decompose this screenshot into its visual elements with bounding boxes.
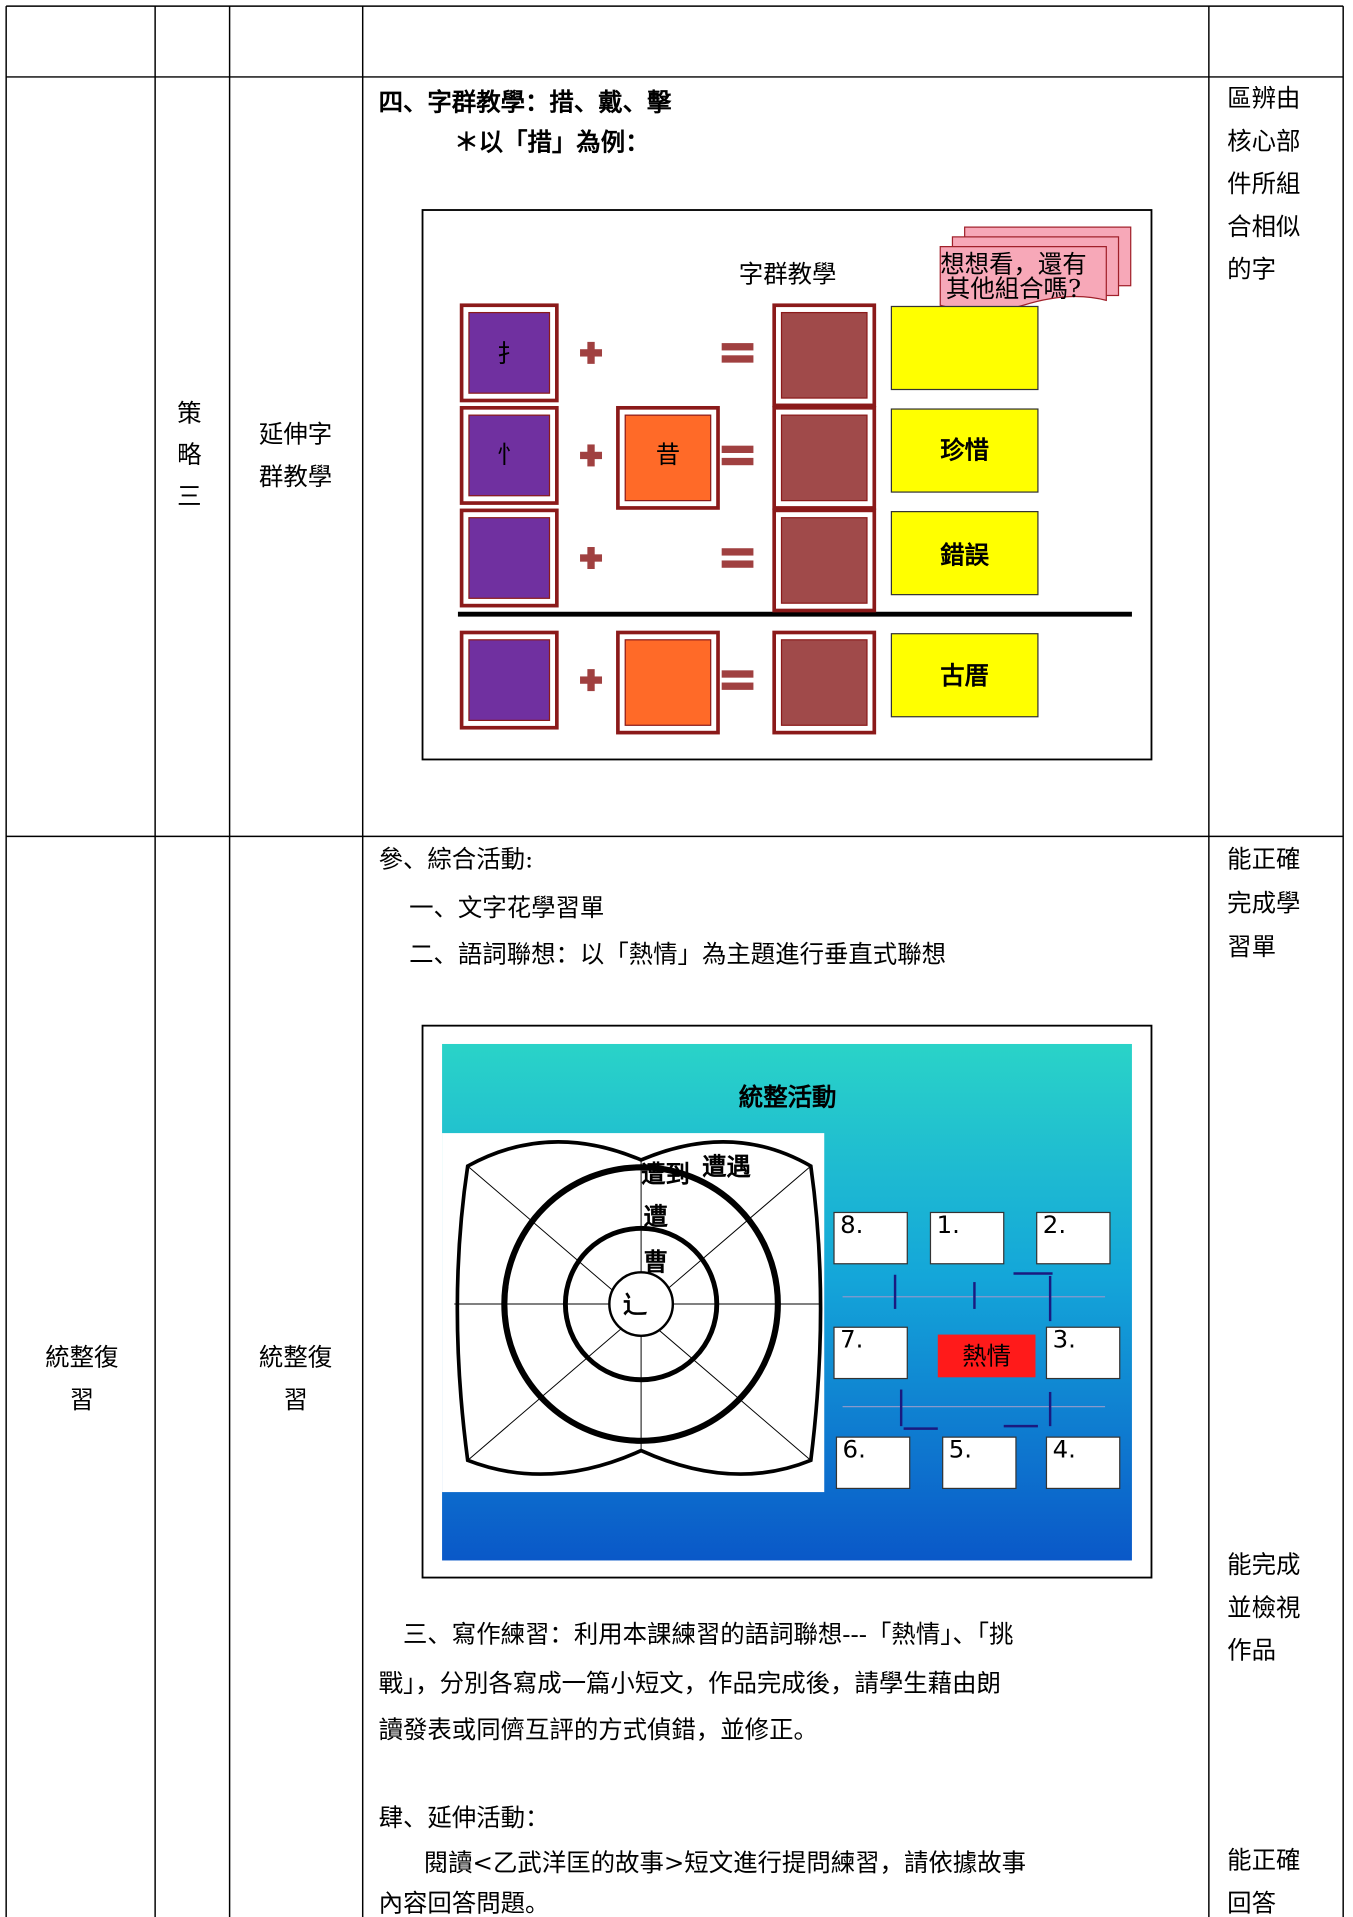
evaluation-text: 回答 [1227, 1888, 1276, 1917]
slide-note: 其他組合嗎? [946, 274, 1081, 303]
evaluation-text: 核心部 [1227, 126, 1300, 155]
equals [721, 343, 754, 351]
equals [721, 682, 754, 690]
component-box [624, 414, 712, 502]
flower-word: 遭到 [641, 1159, 690, 1188]
stage-label: 習 [70, 1385, 94, 1414]
box-number: 7. [840, 1325, 863, 1354]
word-box [890, 408, 1039, 493]
radical: 扌 [497, 339, 521, 368]
evaluation-text: 區辨由 [1227, 84, 1300, 113]
activity-label: 習 [283, 1385, 307, 1414]
association-box [833, 1326, 908, 1380]
word-box [890, 633, 1039, 718]
list-item: 二、語詞聯想：以「熱情」為主題進行垂直式聯想 [409, 940, 946, 969]
paragraph-line: 三、寫作練習：利用本課練習的語詞聯想---「熱情」、「挑 [403, 1620, 1013, 1649]
equals [721, 445, 754, 453]
section-subheading: ＊以「措」為例： [454, 128, 649, 157]
evaluation-text: 能正確 [1227, 1846, 1300, 1875]
section-heading: 四、字群教學：措、戴、擊 [379, 87, 672, 116]
strategy-label: 策 [177, 399, 201, 428]
strategy-label: 三 [177, 482, 201, 511]
word: 珍惜 [940, 435, 989, 464]
association-box [835, 1436, 911, 1490]
component-box [624, 639, 712, 726]
slide-2 [421, 1024, 1153, 1579]
evaluation-text: 並檢視 [1227, 1593, 1300, 1622]
slide-title: 字群教學 [739, 259, 837, 288]
evaluation-text: 習單 [1227, 932, 1276, 961]
box-number: 6. [843, 1435, 866, 1464]
paragraph-line: 內容回答問題。 [379, 1888, 550, 1917]
association-box [1045, 1436, 1121, 1490]
activity-label: 群教學 [259, 462, 332, 491]
equals [721, 355, 754, 363]
result-box [780, 639, 868, 726]
association-box [929, 1211, 1005, 1265]
table-grid [5, 5, 1344, 1917]
strategy-label: 略 [177, 440, 202, 469]
flower-word: 遭遇 [702, 1152, 751, 1181]
paragraph-line: 閱讀<乙武洋匡的故事>短文進行提問練習，請依據故事 [424, 1848, 1026, 1877]
flower-word: 遭 [644, 1202, 669, 1231]
association-box [1045, 1326, 1121, 1380]
activity-label: 延伸字 [259, 419, 332, 448]
word-box [890, 305, 1039, 391]
slide-note: 想想看，還有 [940, 250, 1086, 279]
plus [587, 669, 595, 692]
association-box [1036, 1211, 1111, 1265]
evaluation-text: 的字 [1227, 255, 1276, 284]
activity-label: 統整復 [259, 1342, 332, 1371]
flower-word: 曹 [644, 1247, 668, 1276]
box-number: 5. [949, 1435, 972, 1464]
evaluation-text: 件所組 [1227, 169, 1300, 198]
association-box [833, 1211, 908, 1265]
box-number: 8. [840, 1210, 863, 1239]
equals [721, 548, 754, 556]
result-box [780, 311, 868, 399]
paragraph-line: 戰」，分別各寫成一篇小短文，作品完成後，請學生藉由朗 [379, 1669, 1001, 1698]
word: 古厝 [940, 661, 989, 690]
stage-label: 統整復 [45, 1342, 118, 1371]
evaluation-text: 合相似 [1227, 212, 1300, 241]
plus [587, 547, 595, 569]
plus [587, 444, 595, 467]
box-number: 2. [1043, 1210, 1066, 1239]
center-box [937, 1334, 1036, 1378]
box-number: 4. [1053, 1435, 1076, 1464]
result-box [780, 517, 868, 604]
center-word: 熱情 [962, 1341, 1011, 1370]
equals [721, 457, 754, 466]
component: 昔 [656, 440, 680, 469]
evaluation-text: 作品 [1227, 1636, 1276, 1665]
radical-box [468, 639, 551, 722]
paragraph-line: 讀發表或同儕互評的方式偵錯，並修正。 [379, 1715, 818, 1744]
section-heading: 參、綜合活動: [379, 844, 534, 873]
plus [587, 341, 595, 364]
evaluation-text: 能正確 [1227, 844, 1300, 873]
equals [721, 670, 754, 678]
section-heading: 肆、延伸活動： [379, 1803, 550, 1832]
association-box [942, 1436, 1017, 1490]
word-box [890, 510, 1039, 596]
result-box [780, 414, 868, 502]
radical-box [468, 311, 551, 394]
slide-title: 統整活動 [739, 1082, 837, 1111]
evaluation-text: 完成學 [1227, 888, 1300, 917]
radical-box [468, 517, 551, 599]
radical-box [468, 414, 551, 497]
flower-word: 辶 [623, 1290, 648, 1319]
radical: 忄 [497, 440, 521, 469]
list-item: 一、文字花學習單 [409, 893, 604, 922]
evaluation-text: 能完成 [1227, 1550, 1300, 1579]
box-number: 3. [1053, 1325, 1076, 1354]
word: 錯誤 [940, 540, 989, 569]
equals [721, 560, 754, 568]
box-number: 1. [937, 1210, 960, 1239]
